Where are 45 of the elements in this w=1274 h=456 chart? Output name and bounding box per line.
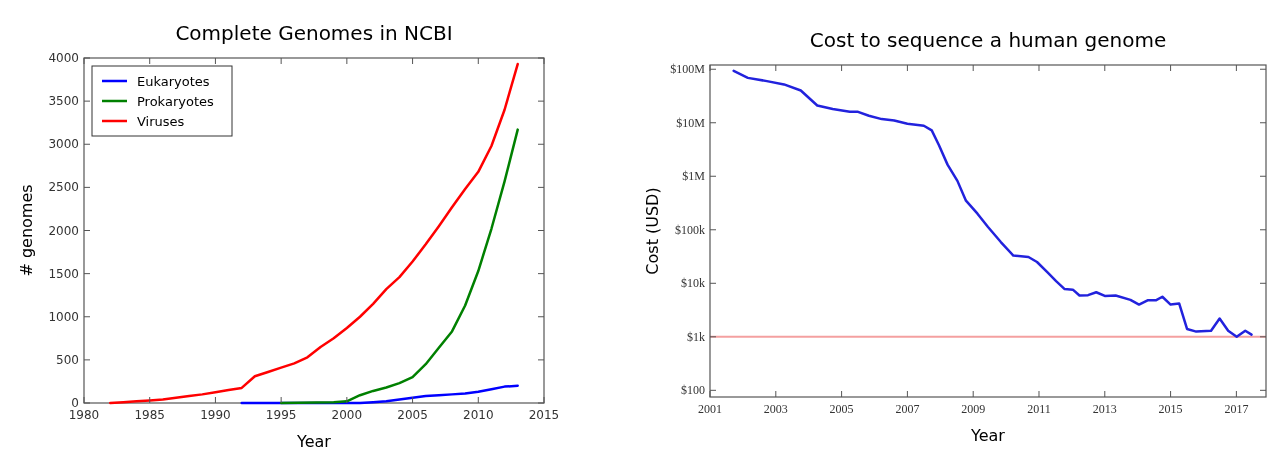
y-axis-title: # genomes xyxy=(17,184,36,277)
x-axis-title: Year xyxy=(296,432,332,451)
x-tick-label: 2010 xyxy=(463,408,494,422)
x-tick-label: 2005 xyxy=(829,402,854,416)
x-tick-label: 2013 xyxy=(1092,402,1117,416)
line-series xyxy=(109,62,519,405)
y-tick-label: 1000 xyxy=(48,309,79,324)
line-series xyxy=(279,128,519,405)
y-tick-label: $100k xyxy=(675,222,705,237)
y-tick-label: 1500 xyxy=(48,266,79,281)
y-axis-title: Cost (USD) xyxy=(643,187,662,275)
x-axis-title: Year xyxy=(970,426,1006,445)
y-tick-label: $10M xyxy=(676,115,706,130)
line-series xyxy=(732,69,1253,339)
y-tick-label: 4000 xyxy=(48,51,79,65)
legend-label: Eukaryotes xyxy=(137,74,210,89)
y-tick-label: $1k xyxy=(687,329,705,344)
x-tick-label: 1980 xyxy=(68,408,100,422)
x-tick-label: 2005 xyxy=(397,408,428,422)
y-tick-label: 500 xyxy=(56,352,79,367)
x-tick-label: 2007 xyxy=(895,402,920,416)
x-tick-label: 2001 xyxy=(698,402,722,416)
x-tick-label: 2000 xyxy=(331,408,363,422)
y-tick-label: $100 xyxy=(681,383,705,398)
x-tick-label: 2011 xyxy=(1027,402,1051,416)
x-tick-label: 1995 xyxy=(265,408,297,422)
y-tick-label: 2500 xyxy=(48,180,79,195)
y-tick-label: 3500 xyxy=(48,94,79,109)
y-tick-label: $100M xyxy=(670,62,706,77)
x-tick-label: 2015 xyxy=(528,408,560,422)
x-tick-label: 2015 xyxy=(1158,402,1183,416)
chart-title: Complete Genomes in NCBI xyxy=(175,21,453,45)
x-tick-label: 2003 xyxy=(763,402,788,416)
chart-title: Cost to sequence a human genome xyxy=(809,28,1167,52)
y-tick-label: 2000 xyxy=(48,223,79,238)
legend-label: Prokaryotes xyxy=(137,94,214,109)
y-tick-label: $10k xyxy=(681,276,705,291)
x-tick-label: 2017 xyxy=(1224,402,1249,416)
y-tick-label: 3000 xyxy=(48,137,79,152)
legend-label: Viruses xyxy=(137,114,185,129)
y-tick-label: $1M xyxy=(682,169,706,184)
x-tick-label: 1990 xyxy=(200,408,231,422)
x-tick-label: 1985 xyxy=(134,408,165,422)
y-tick-label: 0 xyxy=(71,396,79,410)
x-tick-label: 2009 xyxy=(961,402,986,416)
